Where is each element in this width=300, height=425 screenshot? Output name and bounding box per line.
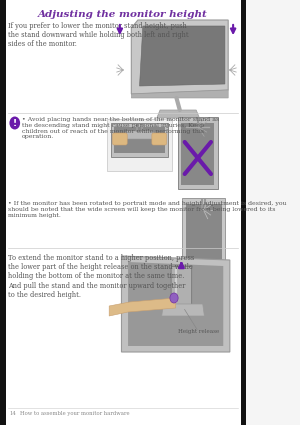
Circle shape xyxy=(170,293,178,303)
Polygon shape xyxy=(131,90,228,98)
Text: Adjusting the monitor height: Adjusting the monitor height xyxy=(38,10,208,19)
FancyBboxPatch shape xyxy=(152,133,167,145)
Polygon shape xyxy=(140,26,225,86)
Text: • If the monitor has been rotated to portrait mode and height adjustment is desi: • If the monitor has been rotated to por… xyxy=(8,201,287,218)
Text: To extend the monitor stand to a higher position, press
the lower part of the he: To extend the monitor stand to a higher … xyxy=(8,254,194,299)
Polygon shape xyxy=(122,256,230,352)
Text: If you prefer to lower the monitor stand height, push
the stand downward while h: If you prefer to lower the monitor stand… xyxy=(8,22,189,48)
Text: !: ! xyxy=(13,119,17,128)
Text: • Avoid placing hands near the bottom of the monitor stand as
the descending sta: • Avoid placing hands near the bottom of… xyxy=(22,117,219,139)
Polygon shape xyxy=(128,262,223,346)
FancyBboxPatch shape xyxy=(182,198,225,276)
FancyBboxPatch shape xyxy=(185,204,222,272)
Polygon shape xyxy=(123,131,156,139)
FancyBboxPatch shape xyxy=(241,0,246,425)
Text: How to assemble your monitor hardware: How to assemble your monitor hardware xyxy=(20,411,129,416)
Text: Height release: Height release xyxy=(178,329,219,334)
FancyBboxPatch shape xyxy=(0,0,6,425)
Polygon shape xyxy=(109,298,176,316)
FancyBboxPatch shape xyxy=(178,117,218,189)
Text: 14: 14 xyxy=(9,411,16,416)
FancyBboxPatch shape xyxy=(112,133,127,145)
FancyBboxPatch shape xyxy=(107,119,172,171)
Circle shape xyxy=(9,116,20,130)
FancyBboxPatch shape xyxy=(111,123,168,157)
Polygon shape xyxy=(131,20,228,94)
Polygon shape xyxy=(157,110,200,118)
FancyBboxPatch shape xyxy=(6,0,241,425)
Polygon shape xyxy=(162,304,204,316)
FancyBboxPatch shape xyxy=(114,127,165,153)
FancyBboxPatch shape xyxy=(171,266,192,306)
FancyBboxPatch shape xyxy=(182,123,214,185)
